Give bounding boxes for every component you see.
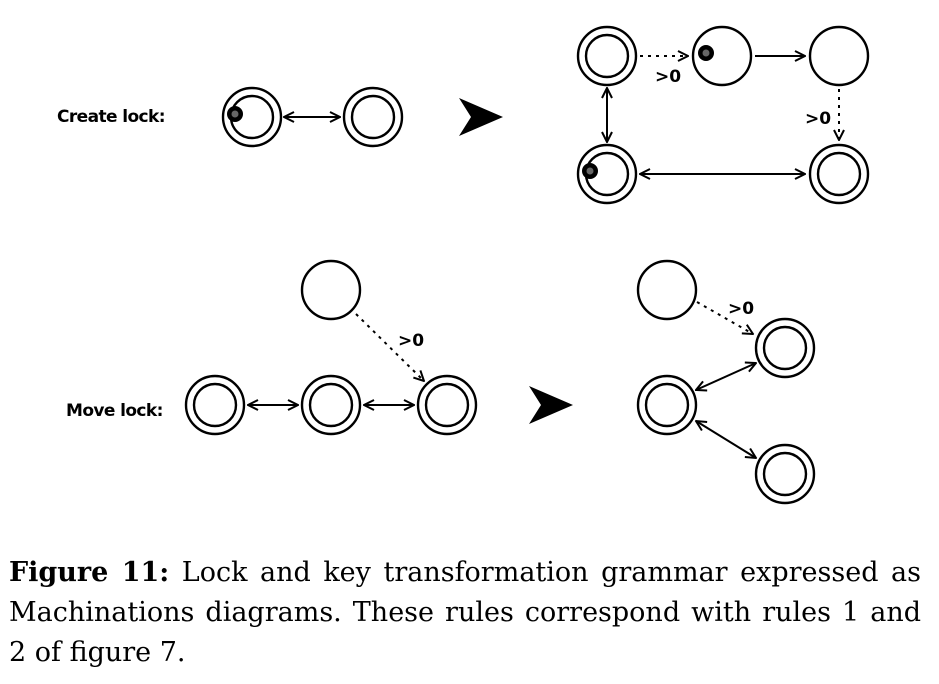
transform-arrow-icon <box>529 386 573 424</box>
rule-create-lock: Create lock: <box>57 25 870 205</box>
pool-node <box>636 374 698 436</box>
pool-node-with-token <box>576 143 638 205</box>
edge-dashed <box>696 301 753 334</box>
pool-node <box>754 443 816 505</box>
pool-node <box>576 25 638 87</box>
edge-label: >0 <box>398 331 424 351</box>
create-lock-after: >0 >0 <box>576 25 870 205</box>
caption-text: Lock and key transformation grammar expr… <box>9 557 921 668</box>
rule-label-move-lock: Move lock: <box>66 401 163 421</box>
pool-node-with-token <box>691 25 753 87</box>
pool-node-with-token <box>221 86 283 148</box>
rule-label-create-lock: Create lock: <box>57 107 165 127</box>
move-lock-before: >0 <box>184 259 478 436</box>
pool-node <box>754 317 816 379</box>
edge-bidirectional <box>696 421 756 458</box>
pool-node <box>808 143 870 205</box>
figure-caption: Figure 11: Lock and key transformation g… <box>9 553 921 673</box>
edge-label: >0 <box>805 109 831 129</box>
edge-label: >0 <box>728 299 754 319</box>
move-lock-after: >0 <box>636 259 816 505</box>
pool-node <box>342 86 404 148</box>
pool-node <box>300 259 362 321</box>
pool-node <box>416 374 478 436</box>
machinations-diagram: Create lock: <box>57 25 870 505</box>
pool-node <box>636 259 698 321</box>
rule-move-lock: Move lock: >0 <box>66 259 816 505</box>
edge-bidirectional <box>696 363 756 390</box>
edge-label: >0 <box>655 67 681 87</box>
pool-node <box>300 374 362 436</box>
create-lock-before <box>221 86 404 148</box>
pool-node <box>184 374 246 436</box>
pool-node <box>808 25 870 87</box>
transform-arrow-icon <box>459 98 503 136</box>
figure-number: Figure 11: <box>9 557 170 588</box>
